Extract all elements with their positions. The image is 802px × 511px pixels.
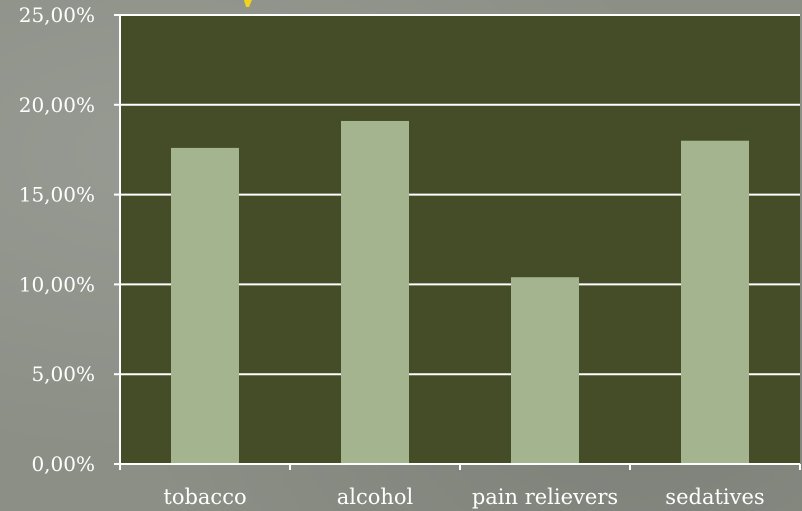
y-tick-label: 25,00% [19, 3, 95, 27]
y-tick-label: 0,00% [31, 452, 95, 476]
y-axis-tick-labels: 0,00% 5,00% 10,00% 15,00% 20,00% 25,00% [19, 3, 95, 476]
bar-tobacco [171, 147, 239, 465]
bar-sedatives [681, 140, 749, 464]
x-category-label: pain relievers [472, 485, 618, 509]
bar-alcohol [341, 120, 409, 465]
accent-mark [244, 0, 252, 7]
bar-pain-relievers [511, 277, 579, 464]
x-category-label: alcohol [337, 485, 414, 509]
y-tick-label: 5,00% [31, 362, 95, 386]
bars [171, 120, 749, 465]
y-tick-label: 15,00% [19, 183, 95, 207]
axes [114, 14, 801, 470]
y-tick-label: 10,00% [19, 272, 95, 296]
y-tick-label: 20,00% [19, 93, 95, 117]
x-category-label: tobacco [163, 485, 246, 509]
x-axis-category-labels: tobacco alcohol pain relievers sedatives [163, 485, 764, 509]
x-category-label: sedatives [665, 485, 764, 509]
